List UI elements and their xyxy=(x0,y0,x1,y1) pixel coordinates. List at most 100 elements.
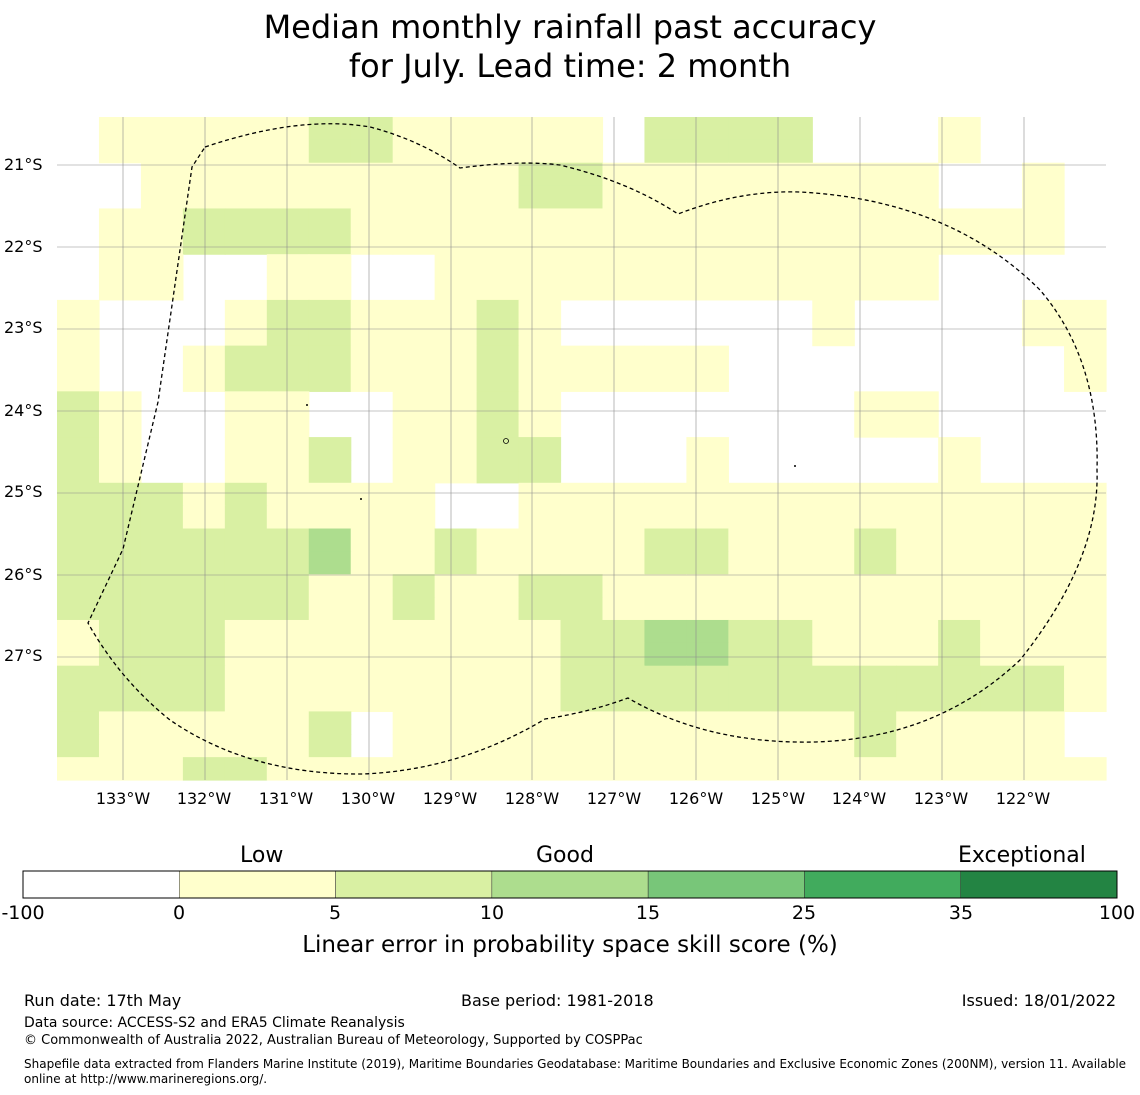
skill-cell xyxy=(644,482,687,507)
skill-cell xyxy=(518,208,562,232)
lat-label: 26°S xyxy=(4,565,43,584)
skill-cell xyxy=(140,505,184,530)
eez-boundary xyxy=(87,123,1098,775)
skill-cell xyxy=(308,185,352,210)
lat-label: 25°S xyxy=(4,482,43,501)
skill-cell xyxy=(812,597,855,621)
skill-cell xyxy=(602,757,646,781)
skill-cell xyxy=(938,139,981,164)
skill-cell xyxy=(812,254,855,278)
skill-cell xyxy=(728,162,771,187)
skill-cell xyxy=(392,619,436,644)
skill-cell xyxy=(644,528,687,552)
skill-cell xyxy=(266,757,310,781)
skill-cell xyxy=(938,688,981,713)
skill-cell xyxy=(728,117,771,141)
lon-label: 125°W xyxy=(750,789,806,808)
skill-cell xyxy=(854,391,897,415)
skill-cell xyxy=(980,688,1023,713)
skill-cell xyxy=(266,368,310,392)
skill-cell xyxy=(686,665,729,690)
skill-cell xyxy=(140,208,184,232)
skill-cell xyxy=(602,345,646,370)
skill-cell xyxy=(182,642,226,667)
skill-cell xyxy=(266,597,310,621)
skill-cell xyxy=(476,619,520,644)
skill-cell xyxy=(57,368,100,392)
skill-cell xyxy=(57,437,100,461)
island-markers xyxy=(306,404,796,500)
skill-cell xyxy=(980,619,1023,644)
skill-cell xyxy=(728,574,771,598)
skill-cell xyxy=(896,551,939,575)
skill-cell xyxy=(1064,345,1107,370)
skill-cell xyxy=(1022,551,1065,575)
skill-cell xyxy=(392,139,436,164)
skill-cell xyxy=(854,254,897,278)
skill-cell xyxy=(1064,528,1107,552)
skill-cell xyxy=(266,254,310,278)
skill-cell xyxy=(644,688,687,713)
skill-cell xyxy=(434,551,478,575)
skill-cell xyxy=(308,208,352,232)
skill-cell xyxy=(476,734,520,758)
skill-cell xyxy=(728,208,771,232)
skill-cell xyxy=(476,688,520,713)
skill-cell xyxy=(392,117,436,141)
skill-cell xyxy=(392,322,436,347)
skill-cell xyxy=(182,117,226,141)
colorbar-swatch xyxy=(960,870,1118,899)
skill-cell xyxy=(308,619,352,644)
skill-cell xyxy=(980,528,1023,552)
skill-cell xyxy=(812,528,855,552)
skill-cell xyxy=(1064,322,1107,347)
skill-cell xyxy=(140,277,184,301)
skill-cell xyxy=(98,277,142,301)
skill-cell xyxy=(812,642,855,667)
skill-cell xyxy=(392,505,436,530)
skill-cell xyxy=(476,368,520,392)
skill-cell xyxy=(434,437,478,461)
skill-cell xyxy=(728,734,771,758)
skill-cell xyxy=(434,117,478,141)
skill-cell xyxy=(854,208,897,232)
skill-cell xyxy=(518,619,562,644)
skill-cell xyxy=(57,734,100,758)
skill-cell xyxy=(266,277,310,301)
skill-cell xyxy=(476,414,520,438)
skill-cell xyxy=(350,551,394,575)
skill-cell xyxy=(434,757,478,781)
skill-cell xyxy=(392,459,436,484)
skill-cell xyxy=(434,391,478,415)
skill-cell xyxy=(98,459,142,484)
skill-cell xyxy=(392,688,436,713)
skill-cell xyxy=(854,665,897,690)
skill-cell xyxy=(602,688,646,713)
skill-cell xyxy=(812,185,855,210)
skill-cell xyxy=(896,162,939,187)
skill-cell xyxy=(476,345,520,370)
skill-cell xyxy=(140,619,184,644)
skill-cell xyxy=(1022,208,1065,232)
skill-cell xyxy=(1022,231,1065,255)
skill-cell xyxy=(224,208,268,232)
skill-cell xyxy=(812,231,855,255)
skill-cell xyxy=(518,551,562,575)
skill-cell xyxy=(308,551,352,575)
skill-cell xyxy=(854,528,897,552)
skill-cell xyxy=(140,597,184,621)
skill-cell xyxy=(57,414,100,438)
skill-cell xyxy=(1022,757,1065,781)
skill-cell xyxy=(140,551,184,575)
skill-cell xyxy=(896,277,939,301)
skill-cell xyxy=(266,665,310,690)
skill-cell xyxy=(728,185,771,210)
skill-cell xyxy=(1022,711,1065,735)
skill-cell xyxy=(518,368,562,392)
skill-cell xyxy=(770,482,813,507)
skill-cell xyxy=(980,574,1023,598)
skill-cell xyxy=(98,139,142,164)
skill-cell xyxy=(434,231,478,255)
skill-cell xyxy=(728,505,771,530)
skill-cell xyxy=(1022,619,1065,644)
